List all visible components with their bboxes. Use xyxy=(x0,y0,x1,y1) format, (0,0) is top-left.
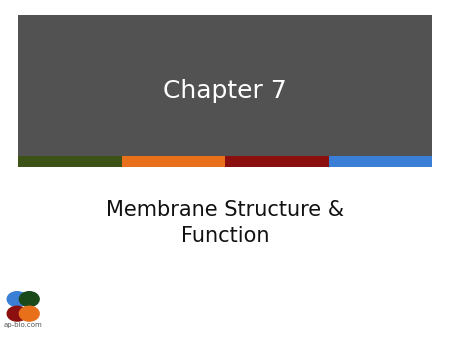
Text: Chapter 7: Chapter 7 xyxy=(163,79,287,103)
Circle shape xyxy=(19,306,39,321)
Circle shape xyxy=(7,306,27,321)
FancyBboxPatch shape xyxy=(18,15,432,157)
FancyBboxPatch shape xyxy=(328,156,432,167)
FancyBboxPatch shape xyxy=(18,156,122,167)
Circle shape xyxy=(19,292,39,307)
FancyBboxPatch shape xyxy=(225,156,328,167)
Circle shape xyxy=(7,292,27,307)
FancyBboxPatch shape xyxy=(122,156,225,167)
Text: Membrane Structure &
Function: Membrane Structure & Function xyxy=(106,200,344,246)
Text: ap-bio.com: ap-bio.com xyxy=(4,322,42,328)
